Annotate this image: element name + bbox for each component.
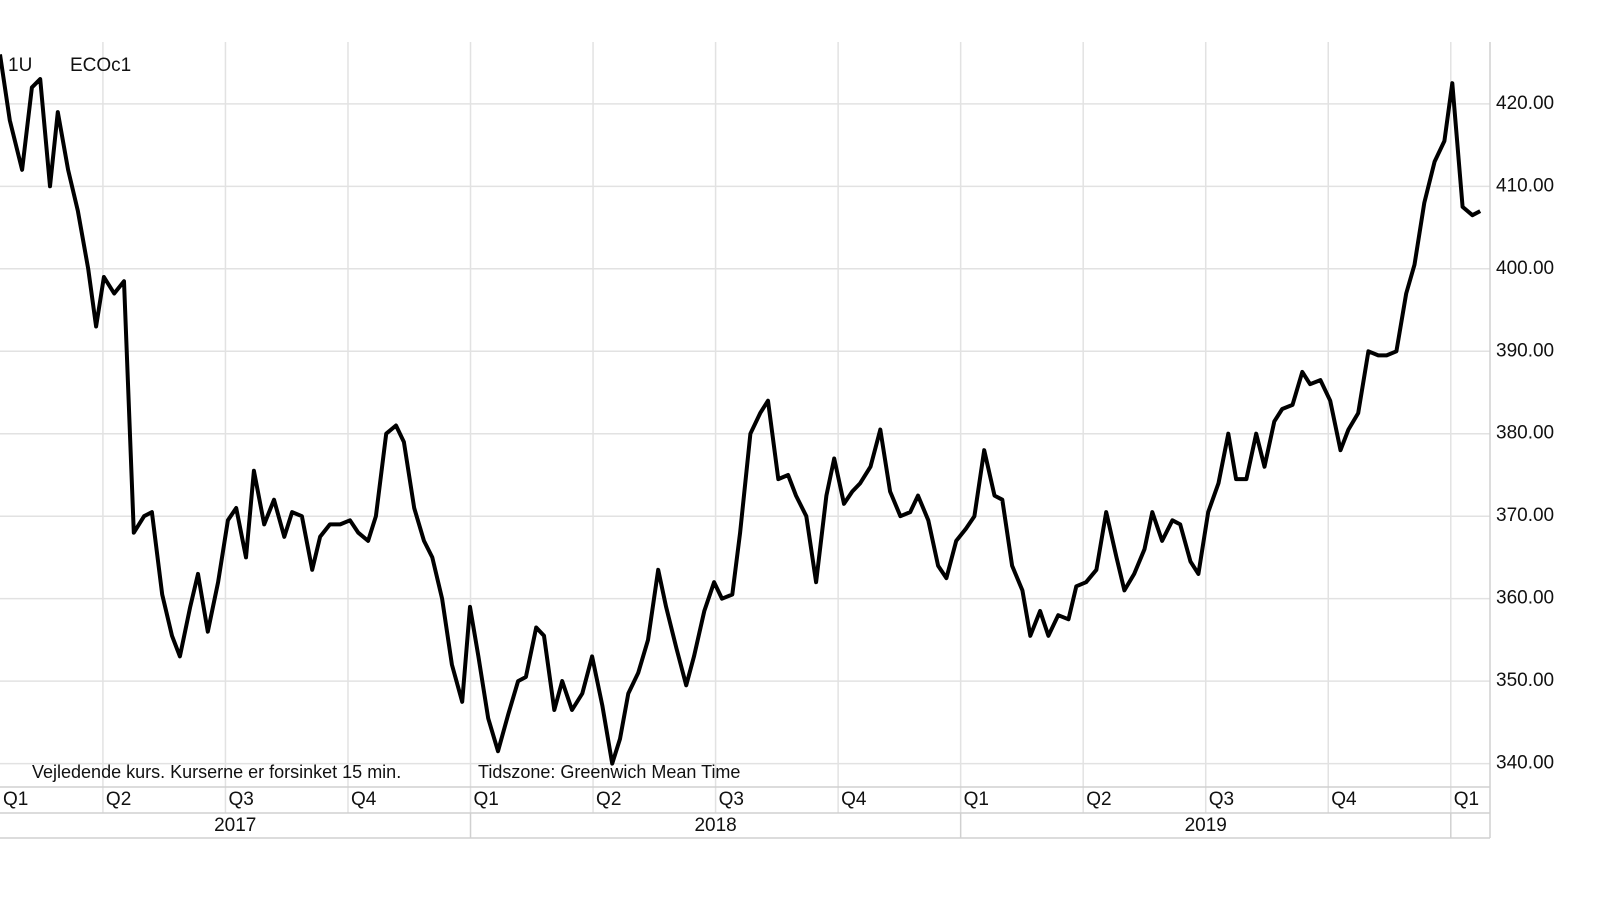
x-tick-label: Q4 [841, 789, 867, 810]
x-tick-label: Q1 [964, 789, 989, 810]
x-tick-label: Q1 [1454, 789, 1479, 810]
x-tick-label: Q2 [1086, 789, 1111, 810]
y-tick-label: 370.00 [1496, 505, 1554, 526]
y-tick-label: 340.00 [1496, 753, 1554, 774]
y-tick-label: 380.00 [1496, 423, 1554, 444]
annotation: Tidszone: Greenwich Mean Time [478, 762, 740, 782]
y-tick-label: 400.00 [1496, 258, 1554, 279]
x-tick-label: Q1 [474, 789, 499, 810]
annotation: Vejledende kurs. Kurserne er forsinket 1… [32, 762, 401, 782]
x-tick-label: Q3 [1209, 789, 1234, 810]
year-label: 2018 [694, 815, 736, 836]
y-tick-label: 420.00 [1496, 93, 1554, 114]
y-tick-label: 360.00 [1496, 588, 1554, 609]
year-label: 2019 [1185, 815, 1227, 836]
price-line [0, 54, 1482, 766]
year-label: 2017 [214, 815, 256, 836]
x-tick-label: Q4 [1331, 789, 1357, 810]
series-label: ECOc1 [70, 55, 131, 76]
x-tick-label: Q2 [106, 789, 131, 810]
y-tick-label: 390.00 [1496, 340, 1554, 361]
x-tick-label: Q3 [228, 789, 253, 810]
x-tick-label: Q4 [351, 789, 377, 810]
x-tick-label: Q3 [719, 789, 744, 810]
y-tick-label: 410.00 [1496, 175, 1554, 196]
y-tick-label: 350.00 [1496, 670, 1554, 691]
x-tick-label: Q2 [596, 789, 621, 810]
annotation: 1U [8, 55, 32, 76]
x-tick-label: Q1 [3, 789, 28, 810]
